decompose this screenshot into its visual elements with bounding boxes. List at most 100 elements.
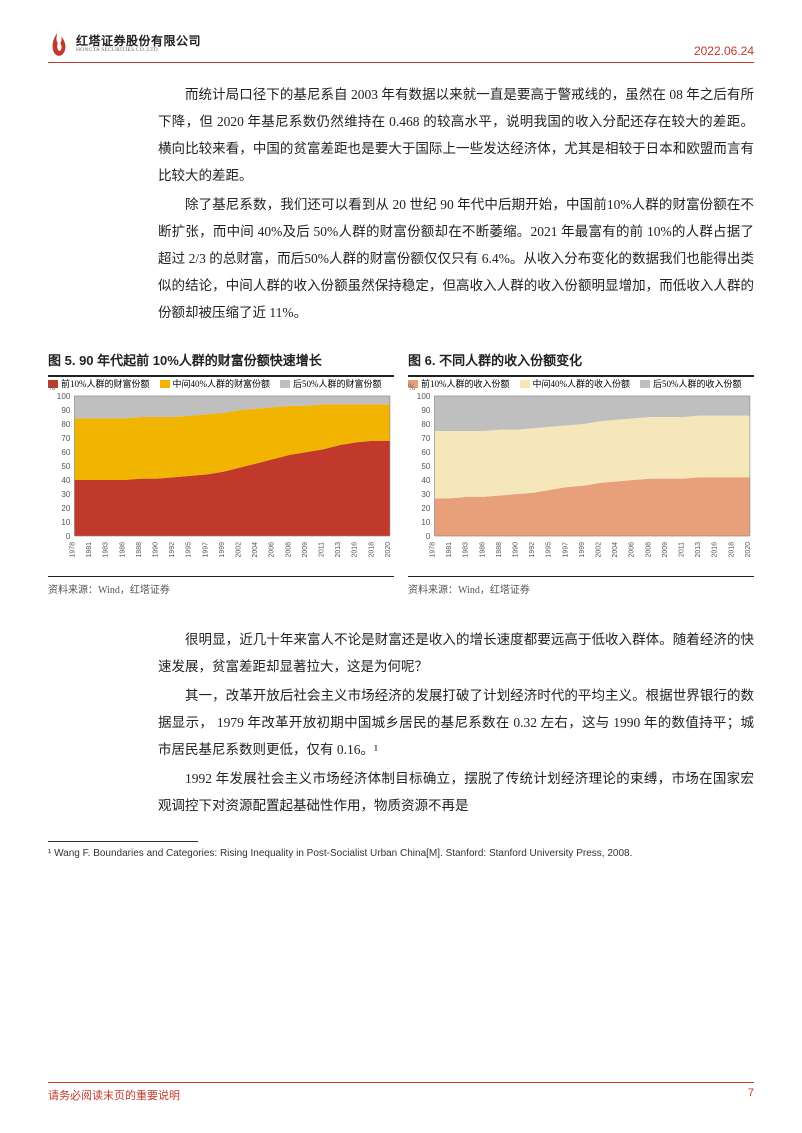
legend-label: 中间40%人群的收入份额 (533, 377, 631, 390)
legend-label: 前10%人群的收入份额 (421, 377, 510, 390)
paragraph: 而统计局口径下的基尼系自 2003 年有数据以来就一直是要高于警戒线的，虽然在 … (158, 81, 754, 189)
flame-logo-icon (48, 30, 70, 58)
footer: 请务必阅读末页的重要说明 7 (48, 1082, 754, 1103)
svg-text:80: 80 (61, 420, 71, 429)
svg-text:2002: 2002 (595, 542, 602, 558)
chart-5-unit: % (48, 382, 56, 392)
paragraph: 1992 年发展社会主义市场经济体制目标确立，摆脱了传统计划经济理论的束缚，市场… (158, 765, 754, 819)
svg-text:1983: 1983 (103, 542, 110, 558)
legend-swatch (640, 380, 650, 388)
company-name-cn: 红塔证券股份有限公司 (76, 35, 201, 47)
svg-text:10: 10 (61, 518, 71, 527)
body-text-bottom: 很明显，近几十年来富人不论是财富还是收入的增长速度都要远高于低收入群体。随着经济… (158, 626, 754, 819)
legend-item: 中间40%人群的财富份额 (160, 377, 271, 390)
svg-text:1988: 1988 (496, 542, 503, 558)
svg-text:2020: 2020 (385, 542, 392, 558)
logo-block: 红塔证券股份有限公司 HONGTA SECURITIES CO.,LTD (48, 30, 201, 58)
chart-6-legend: 前10%人群的收入份额 中间40%人群的收入份额 后50%人群的收入份额 (408, 377, 754, 390)
footer-disclaimer: 请务必阅读末页的重要说明 (48, 1087, 180, 1103)
svg-text:2009: 2009 (662, 542, 669, 558)
chart-5-source: 资料来源：Wind，红塔证券 (48, 576, 394, 596)
svg-text:1995: 1995 (186, 542, 193, 558)
svg-text:2011: 2011 (678, 542, 685, 557)
svg-text:2004: 2004 (252, 542, 259, 558)
footnote: ¹ Wang F. Boundaries and Categories: Ris… (48, 846, 754, 861)
svg-text:50: 50 (61, 462, 71, 471)
legend-item: 后50%人群的财富份额 (280, 377, 382, 390)
chart-6: 图 6. 不同人群的收入份额变化 前10%人群的收入份额 中间40%人群的收入份额… (408, 350, 754, 596)
legend-item: 中间40%人群的收入份额 (520, 377, 631, 390)
svg-text:30: 30 (61, 490, 71, 499)
header: 红塔证券股份有限公司 HONGTA SECURITIES CO.,LTD 202… (48, 30, 754, 63)
svg-text:2004: 2004 (612, 542, 619, 558)
svg-text:2006: 2006 (629, 542, 636, 558)
svg-text:2008: 2008 (645, 542, 652, 558)
chart-6-title: 图 6. 不同人群的收入份额变化 (408, 350, 754, 369)
svg-text:1988: 1988 (136, 542, 143, 558)
svg-text:2002: 2002 (235, 542, 242, 558)
page-number: 7 (748, 1087, 754, 1103)
svg-text:2018: 2018 (728, 542, 735, 558)
svg-text:50: 50 (421, 462, 431, 471)
svg-text:2013: 2013 (335, 542, 342, 558)
svg-text:0: 0 (66, 532, 71, 541)
svg-text:1992: 1992 (529, 542, 536, 558)
charts-row: 图 5. 90 年代起前 10%人群的财富份额快速增长 前10%人群的财富份额 中… (48, 350, 754, 596)
svg-text:2016: 2016 (712, 542, 719, 558)
company-name-en: HONGTA SECURITIES CO.,LTD (76, 48, 201, 54)
svg-text:70: 70 (61, 434, 71, 443)
svg-text:2009: 2009 (302, 542, 309, 558)
svg-text:1990: 1990 (512, 542, 519, 558)
svg-text:10: 10 (421, 518, 431, 527)
paragraph: 很明显，近几十年来富人不论是财富还是收入的增长速度都要远高于低收入群体。随着经济… (158, 626, 754, 680)
legend-swatch (280, 380, 290, 388)
svg-text:100: 100 (417, 392, 431, 401)
svg-text:1995: 1995 (546, 542, 553, 558)
svg-text:40: 40 (61, 476, 71, 485)
svg-text:2006: 2006 (269, 542, 276, 558)
svg-text:1986: 1986 (119, 542, 126, 558)
legend-label: 后50%人群的财富份额 (293, 377, 382, 390)
company-name: 红塔证券股份有限公司 HONGTA SECURITIES CO.,LTD (76, 35, 201, 54)
chart-5-title: 图 5. 90 年代起前 10%人群的财富份额快速增长 (48, 350, 394, 369)
svg-text:1999: 1999 (219, 542, 226, 558)
svg-text:60: 60 (61, 448, 71, 457)
svg-text:1997: 1997 (562, 542, 569, 558)
legend-item: 前10%人群的收入份额 (408, 377, 510, 390)
svg-text:1978: 1978 (429, 542, 436, 558)
svg-text:90: 90 (421, 406, 431, 415)
svg-text:40: 40 (421, 476, 431, 485)
svg-text:100: 100 (57, 392, 71, 401)
chart-5-legend: 前10%人群的财富份额 中间40%人群的财富份额 后50%人群的财富份额 (48, 377, 394, 390)
svg-text:1992: 1992 (169, 542, 176, 558)
document-date: 2022.06.24 (694, 44, 754, 58)
svg-text:1981: 1981 (446, 542, 453, 558)
paragraph: 除了基尼系数，我们还可以看到从 20 世纪 90 年代中后期开始，中国前10%人… (158, 191, 754, 326)
chart-6-source: 资料来源：Wind，红塔证券 (408, 576, 754, 596)
svg-text:2011: 2011 (318, 542, 325, 557)
legend-swatch (160, 380, 170, 388)
svg-text:2016: 2016 (352, 542, 359, 558)
svg-text:0: 0 (426, 532, 431, 541)
svg-text:1986: 1986 (479, 542, 486, 558)
svg-text:1997: 1997 (202, 542, 209, 558)
footnote-separator (48, 841, 198, 842)
svg-text:1983: 1983 (463, 542, 470, 558)
svg-text:1978: 1978 (69, 542, 76, 558)
svg-text:60: 60 (421, 448, 431, 457)
svg-text:2018: 2018 (368, 542, 375, 558)
legend-item: 前10%人群的财富份额 (48, 377, 150, 390)
svg-text:2013: 2013 (695, 542, 702, 558)
chart-5-svg: 0102030405060708090100197819811983198619… (48, 392, 394, 572)
svg-text:2020: 2020 (745, 542, 752, 558)
svg-text:1999: 1999 (579, 542, 586, 558)
svg-text:90: 90 (61, 406, 71, 415)
legend-label: 前10%人群的财富份额 (61, 377, 150, 390)
legend-label: 后50%人群的收入份额 (653, 377, 742, 390)
legend-label: 中间40%人群的财富份额 (173, 377, 271, 390)
legend-item: 后50%人群的收入份额 (640, 377, 742, 390)
svg-text:1990: 1990 (152, 542, 159, 558)
chart-6-unit: % (408, 382, 416, 392)
svg-text:1981: 1981 (86, 542, 93, 558)
svg-text:70: 70 (421, 434, 431, 443)
